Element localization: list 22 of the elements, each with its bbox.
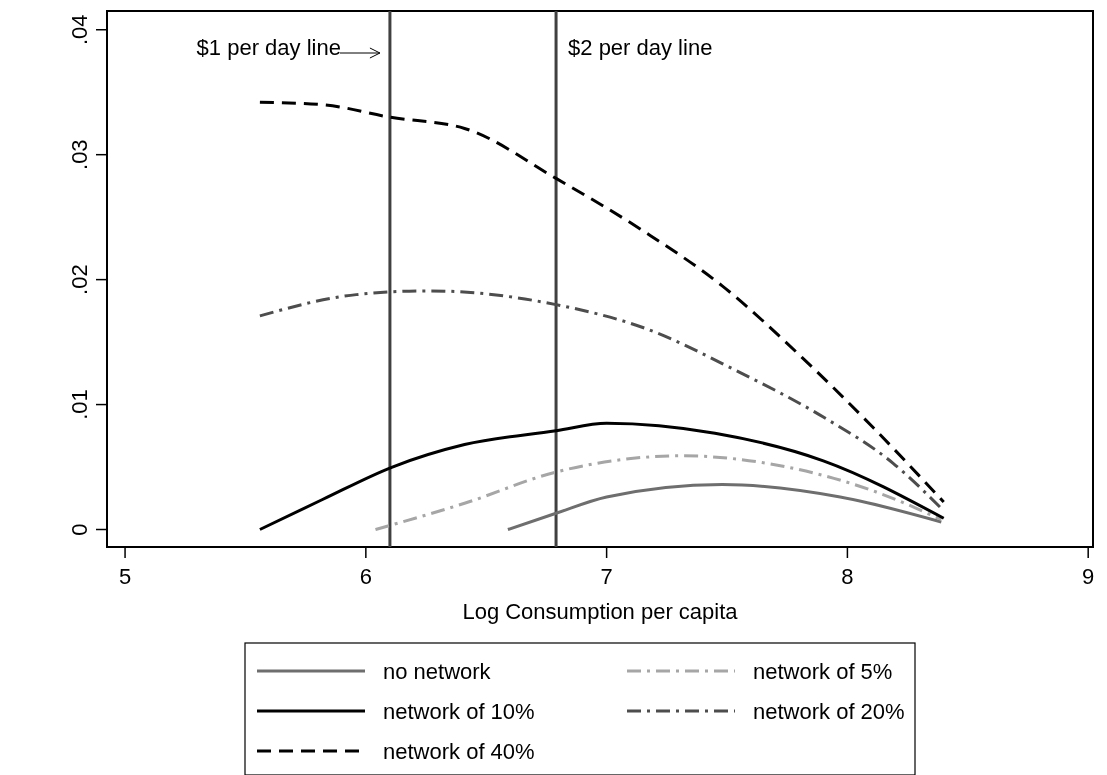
line-series	[373, 454, 943, 532]
line-series	[258, 100, 946, 504]
y-tick-label: .04	[67, 14, 92, 46]
x-tick-label: 5	[118, 564, 132, 589]
x-tick-label: 8	[841, 564, 854, 589]
ref-line-label: $1 per day line	[196, 35, 341, 60]
x-tick-label: 7	[600, 564, 613, 589]
y-tick-label: .01	[67, 389, 92, 420]
x-tick-label: 6	[359, 564, 372, 589]
y-tick-label: .03	[67, 139, 92, 170]
legend-label: network of 10%	[383, 699, 535, 724]
legend-label: no network	[383, 659, 492, 684]
legend-label: network of 40%	[383, 739, 535, 764]
y-tick-label: .02	[67, 264, 92, 295]
line-series	[506, 483, 943, 532]
x-axis-title: Log Consumption per capita	[462, 599, 739, 624]
legend-label: network of 20%	[753, 699, 905, 724]
legend-label: network of 5%	[753, 659, 893, 684]
ref-line-label: $2 per day line	[568, 35, 713, 60]
y-tick-label: 0	[67, 523, 92, 536]
x-tick-label: 9	[1082, 564, 1095, 589]
line-series	[258, 421, 946, 532]
